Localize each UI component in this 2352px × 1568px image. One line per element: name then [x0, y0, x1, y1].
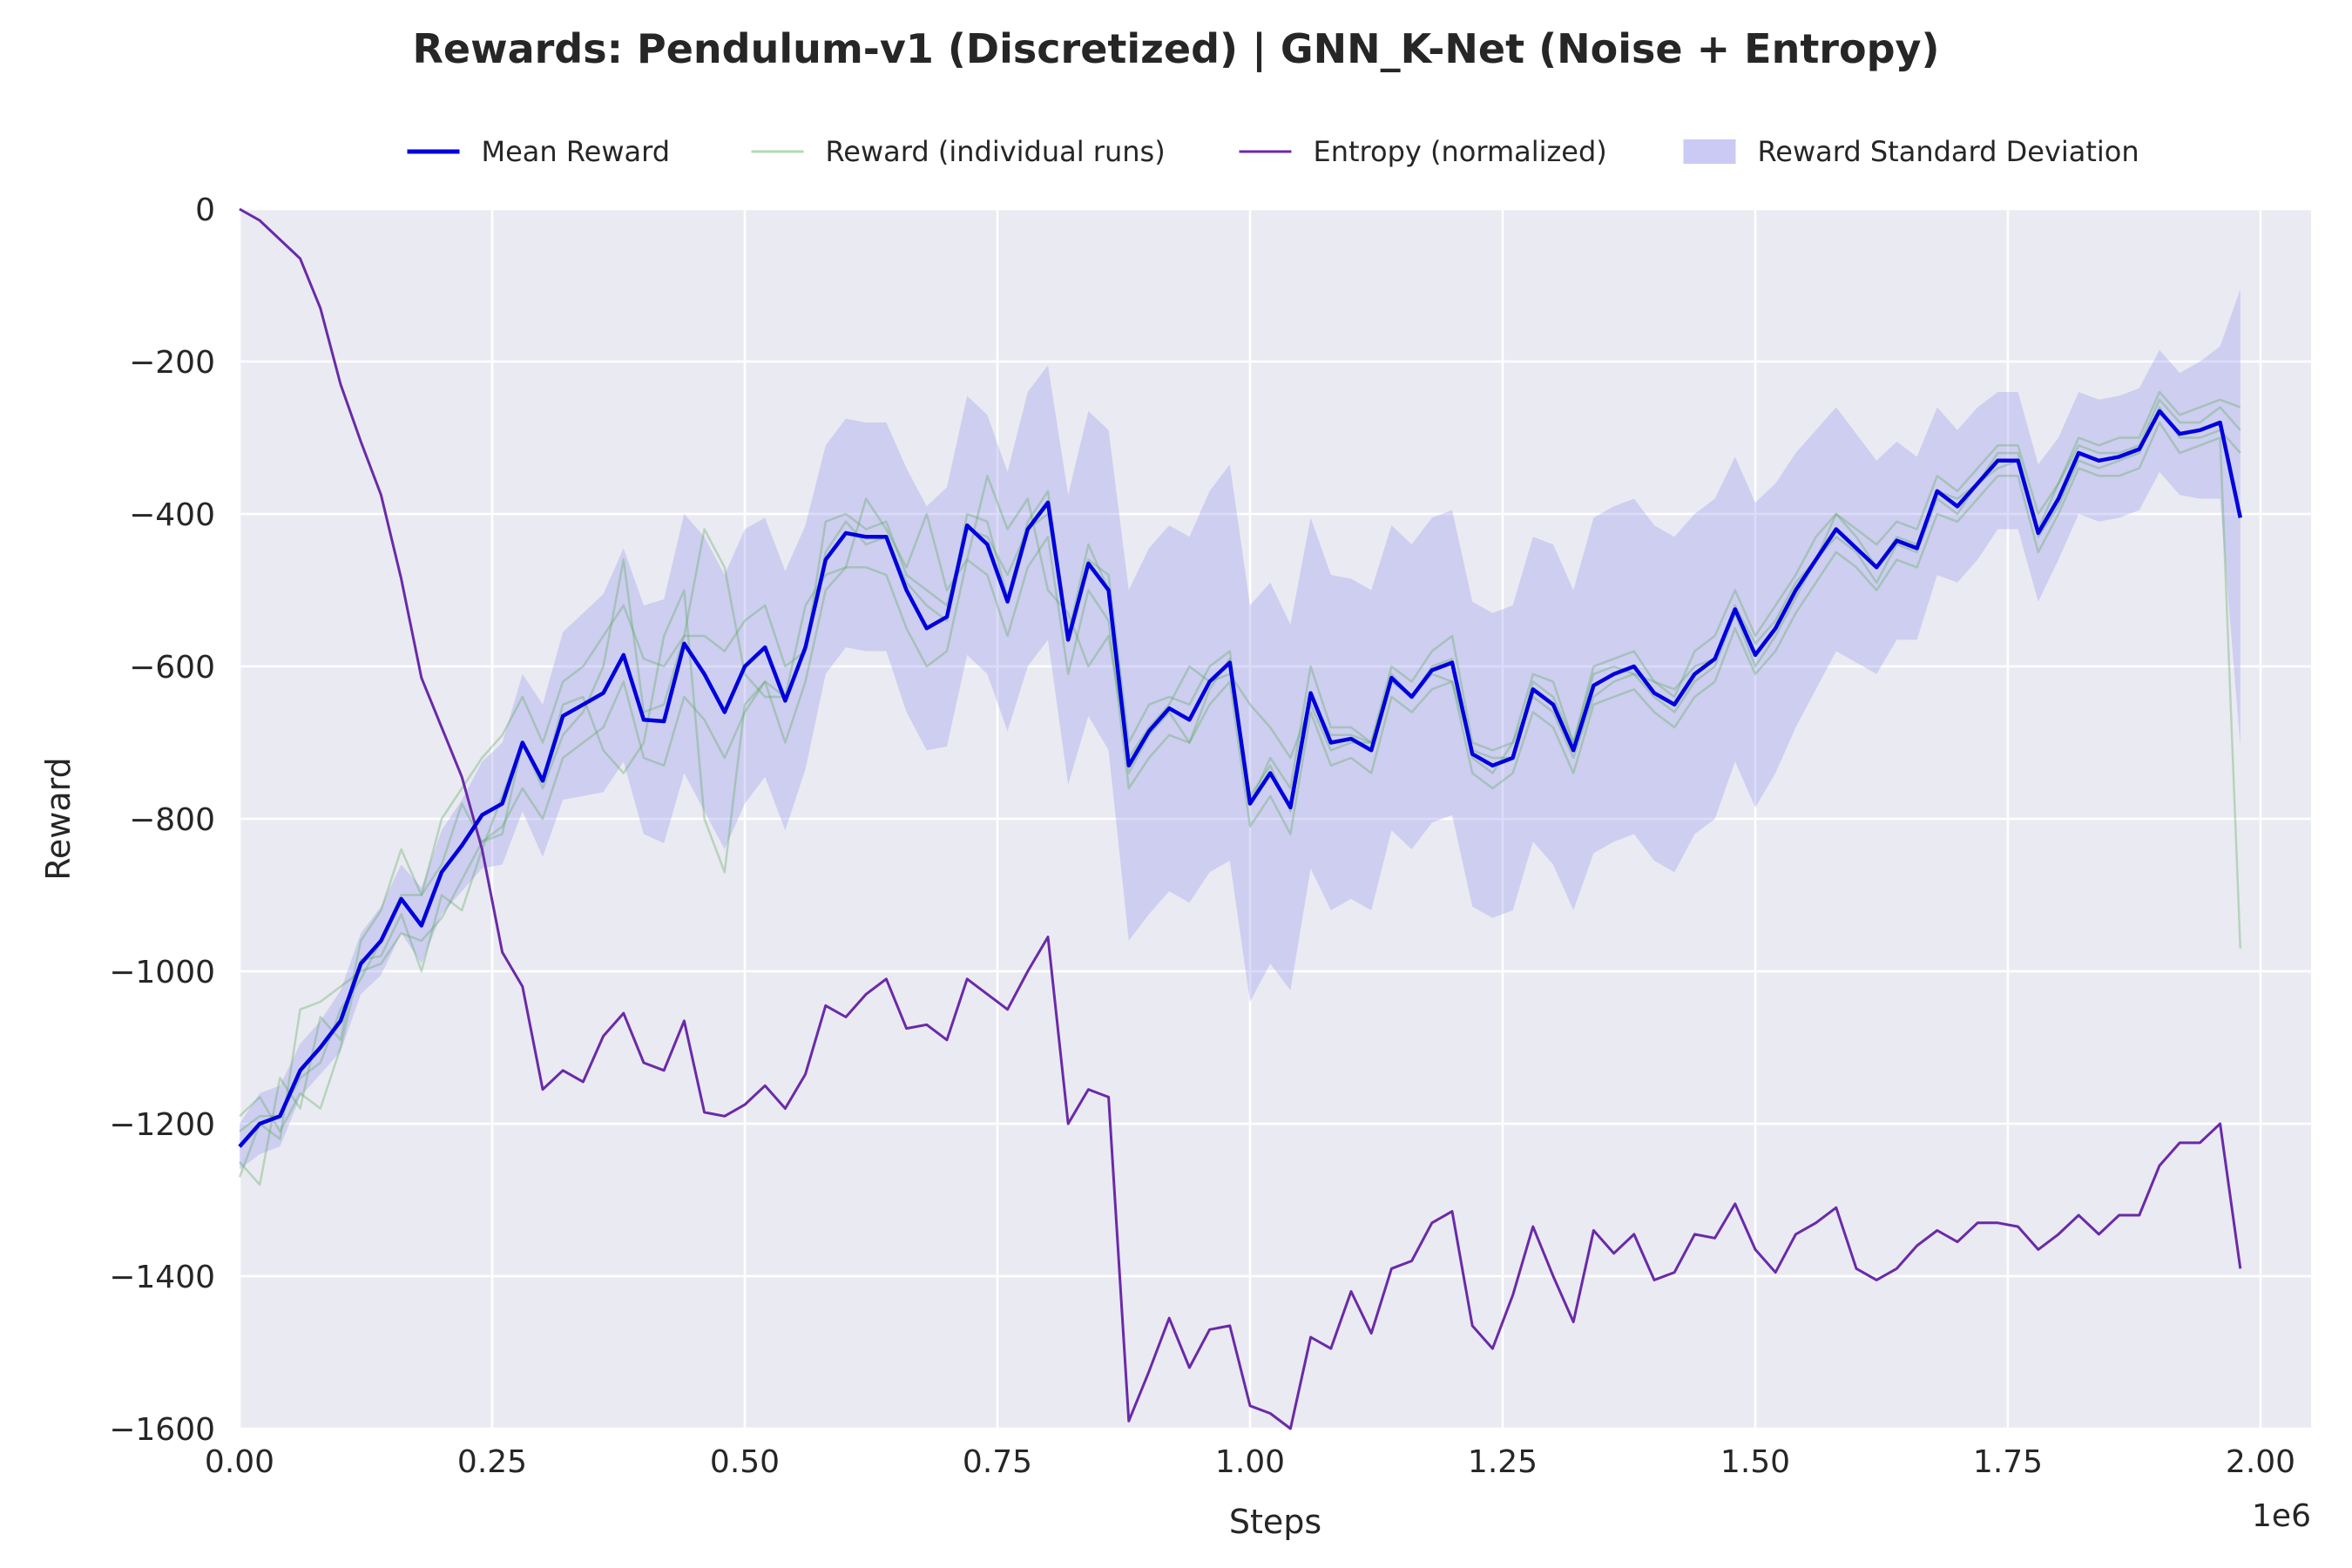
y-tick-label: −1200	[109, 1107, 215, 1143]
x-axis-label: Steps	[1229, 1503, 1321, 1541]
y-tick-labels: 0 −200 −400 −600 −800 −1000 −1200 −1400 −1600	[109, 193, 215, 1448]
legend-swatch-band	[1683, 139, 1736, 164]
y-tick-label: −1600	[109, 1412, 215, 1448]
mean-layer	[238, 409, 2243, 1148]
y-tick-label: −600	[129, 650, 215, 686]
x-tick-label: 0.50	[710, 1444, 780, 1480]
legend-label: Mean Reward	[482, 135, 671, 168]
x-tick-label: 0.00	[205, 1444, 274, 1480]
y-tick-label: 0	[195, 193, 215, 228]
x-tick-label: 1.50	[1720, 1444, 1790, 1480]
chart-title: Rewards: Pendulum-v1 (Discretized) | GNN…	[412, 25, 1939, 73]
entropy-line	[239, 207, 2242, 1430]
y-tick-label: −400	[129, 497, 215, 533]
x-tick-label: 1.75	[1973, 1444, 2043, 1480]
legend-label: Entropy (normalized)	[1314, 135, 1607, 168]
y-tick-label: −1000	[109, 955, 215, 990]
entropy-layer	[239, 207, 2242, 1430]
individual-run-line	[238, 421, 2242, 1178]
y-tick-label: −800	[129, 802, 215, 838]
x-tick-label: 2.00	[2226, 1444, 2295, 1480]
mean-reward-line	[238, 409, 2243, 1148]
x-offset-label: 1e6	[2252, 1498, 2311, 1534]
x-tick-labels: 0.00 0.25 0.50 0.75 1.00 1.25 1.50 1.75 2.00	[205, 1444, 2295, 1480]
legend-label: Reward (individual runs)	[826, 135, 1166, 168]
x-tick-label: 1.25	[1468, 1444, 1538, 1480]
y-tick-label: −200	[129, 345, 215, 381]
legend: Mean Reward Reward (individual runs) Entro…	[407, 135, 2139, 168]
x-tick-label: 0.75	[963, 1444, 1032, 1480]
x-tick-label: 1.00	[1215, 1444, 1285, 1480]
legend-label: Reward Standard Deviation	[1758, 135, 2139, 168]
individual-run-line	[239, 406, 2241, 1133]
y-tick-label: −1400	[109, 1260, 215, 1295]
y-axis-label: Reward	[39, 757, 78, 881]
x-tick-label: 0.25	[457, 1444, 527, 1480]
